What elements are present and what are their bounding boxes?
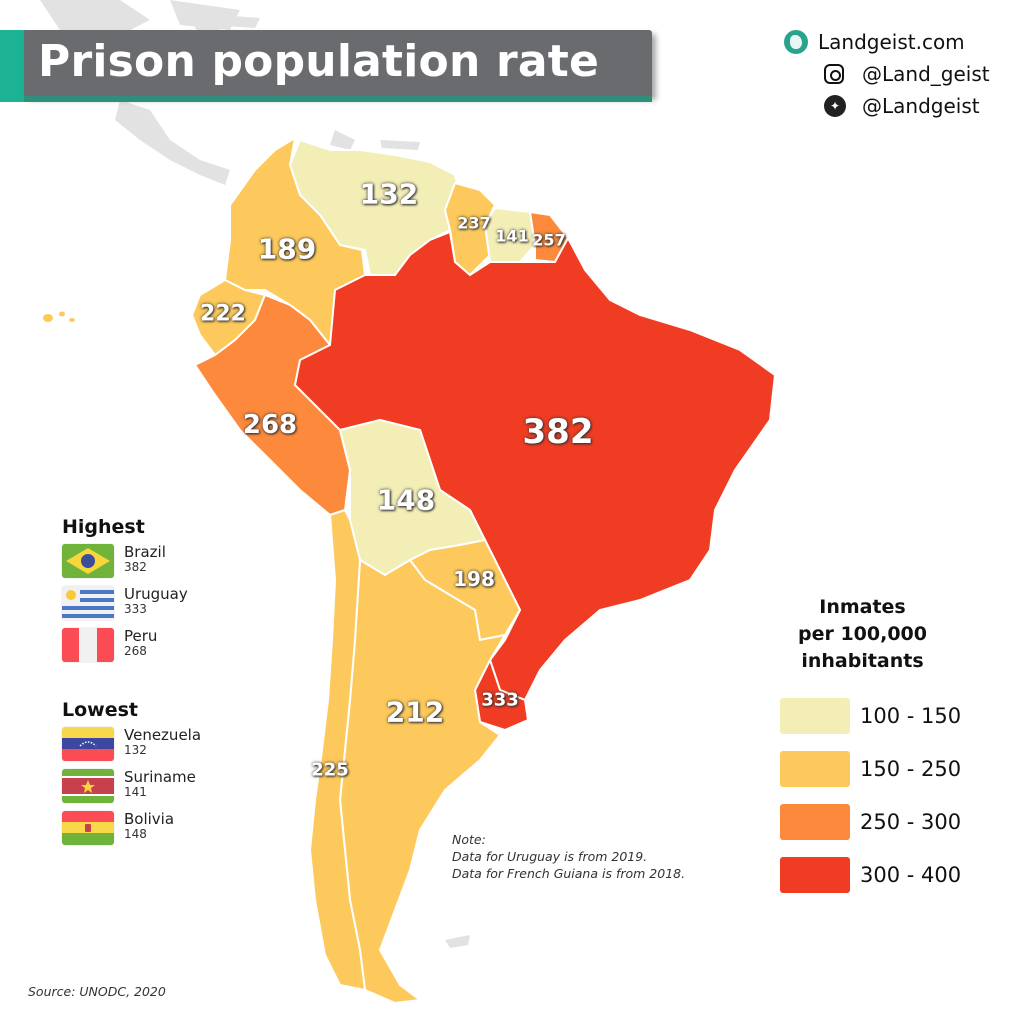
uruguay-flag-icon [62,586,114,620]
label-bolivia: 148 [376,483,436,517]
rank-value: 382 [124,560,147,574]
instagram-link[interactable]: @Land_geist [784,58,990,90]
legend-title: Inmates per 100,000 inhabitants [780,594,945,675]
suriname-flag-icon [62,769,114,803]
rank-name: Uruguay [124,585,188,603]
label-chile: 225 [311,759,349,781]
country-chile[interactable] [308,508,367,992]
legend-title-line: inhabitants [801,650,924,672]
note-line: Data for Uruguay is from 2019. [452,849,648,864]
label-uruguay: 333 [481,689,519,711]
legend-label: 300 - 400 [860,862,962,887]
label-argentina: 212 [385,695,445,729]
legend-title-line: Inmates [819,596,906,618]
rank-value: 148 [124,827,147,841]
legend-swatch [780,856,850,893]
title-accent [0,30,24,102]
twitter-handle: @Landgeist [862,94,980,118]
rank-name: Bolivia [124,810,175,828]
label-french-guiana: 257 [532,230,566,250]
rank-item: Peru 268 [62,628,188,670]
venezuela-flag-icon [62,727,114,761]
label-suriname: 141 [495,226,529,246]
label-colombia: 189 [257,232,317,266]
legend-item: 150 - 250 [780,742,980,795]
galapagos-islands [43,311,75,322]
peru-flag-icon [62,628,114,662]
legend-label: 100 - 150 [860,703,962,728]
rank-value: 333 [124,602,147,616]
rank-item: Suriname 141 [62,769,201,811]
source-credit: Source: UNODC, 2020 [28,984,166,999]
page-title: Prison population rate [38,36,600,87]
globe-icon [784,30,808,54]
legend-swatch [780,750,850,787]
rank-value: 132 [124,743,147,757]
rank-name: Brazil [124,543,166,561]
website-text: Landgeist.com [818,30,965,54]
rank-item: Brazil 382 [62,544,188,586]
instagram-handle: @Land_geist [862,62,990,86]
legend-item: 100 - 150 [780,689,980,742]
highest-title: Highest [62,516,145,538]
social-links: Landgeist.com @Land_geist ✦ @Landgeist [784,26,990,122]
twitter-link[interactable]: ✦ @Landgeist [784,90,990,122]
instagram-icon [824,64,844,84]
title-box [24,30,652,96]
rank-item: Venezuela 132 [62,727,201,769]
label-guyana: 237 [457,213,491,233]
lowest-ranking: Lowest Venezuela 132 Suriname 141 Bolivi… [62,699,201,853]
legend-swatch [780,697,850,734]
rank-value: 141 [124,785,147,799]
legend-label: 250 - 300 [860,809,962,834]
title-underline [24,96,652,102]
legend-title-line: per 100,000 [797,623,927,645]
title-banner: Prison population rate [0,30,652,102]
website-link[interactable]: Landgeist.com [784,26,990,58]
legend-item: 300 - 400 [780,848,980,901]
rank-name: Venezuela [124,726,202,744]
label-venezuela: 132 [359,177,419,211]
label-peru: 268 [242,410,298,440]
brazil-flag-icon [62,544,114,578]
data-note: Note: Data for Uruguay is from 2019. Dat… [452,831,685,882]
label-ecuador: 222 [200,301,246,327]
note-heading: Note: [452,832,486,847]
legend-label: 150 - 250 [860,756,962,781]
twitter-icon: ✦ [824,95,846,117]
highest-ranking: Highest Brazil 382 Uruguay 333 Peru 268 [62,516,188,670]
rank-name: Peru [124,627,158,645]
legend-swatch [780,803,850,840]
lowest-title: Lowest [62,699,138,721]
label-paraguay: 198 [453,567,495,591]
rank-name: Suriname [124,768,196,786]
rank-item: Uruguay 333 [62,586,188,628]
label-brazil: 382 [522,412,594,452]
rank-value: 268 [124,644,147,658]
rank-item: Bolivia 148 [62,811,201,853]
bolivia-flag-icon [62,811,114,845]
legend: Inmates per 100,000 inhabitants 100 - 15… [780,594,980,901]
note-line: Data for French Guiana is from 2018. [452,866,686,881]
country-guyana[interactable] [443,181,497,277]
legend-item: 250 - 300 [780,795,980,848]
